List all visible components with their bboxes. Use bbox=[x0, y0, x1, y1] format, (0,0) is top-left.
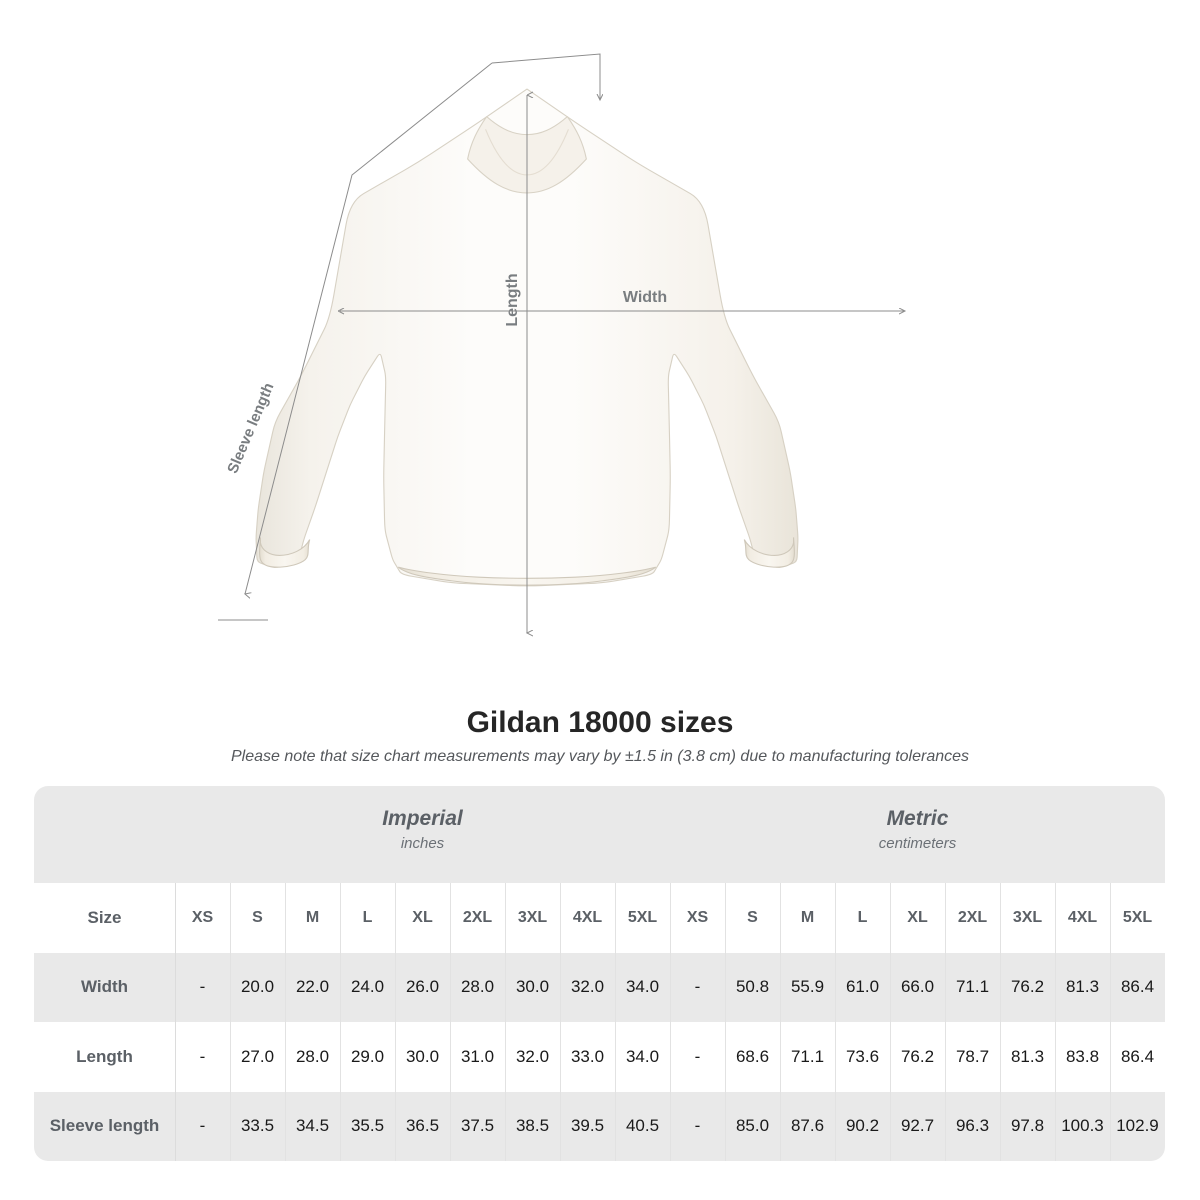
svg-text:Length: Length bbox=[504, 273, 521, 326]
svg-text:Width: Width bbox=[623, 289, 667, 306]
